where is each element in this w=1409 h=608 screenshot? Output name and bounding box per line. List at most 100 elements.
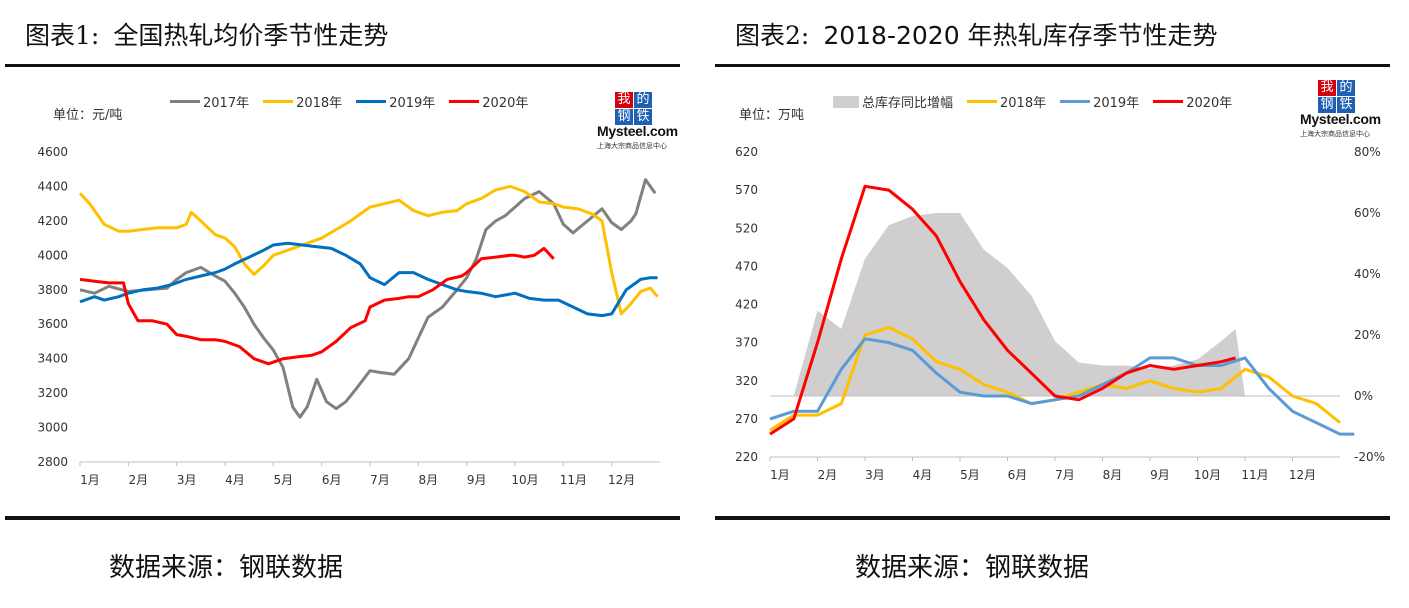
area-series [770, 213, 1245, 396]
y-axis-unit: 单位：元/吨 [53, 108, 123, 123]
y2-tick-label: 20% [1354, 328, 1381, 342]
figure-label: 图表2: [735, 21, 810, 50]
y-tick-label: 4000 [37, 248, 68, 262]
legend-label: 2018年 [296, 96, 343, 111]
figure-1: 图表1: 全国热轧均价季节性走势 单位：元/吨 2017年 2018年 2019年 20… [5, 0, 680, 608]
legend-swatch [833, 95, 859, 108]
figure-title: 图表1: 全国热轧均价季节性走势 [25, 16, 388, 52]
logo-char: 的 [634, 92, 652, 108]
y-axis-ticks: 2800 3000 3200 3400 3600 3800 4000 4200 4400 4600 [37, 145, 68, 469]
legend-label: 2019年 [389, 96, 436, 111]
figure-label: 图表1: [25, 21, 100, 50]
y-tick-label: 3200 [37, 386, 68, 400]
y-tick-label: 3000 [37, 421, 68, 435]
logo-brand: Mysteel.com [597, 123, 678, 139]
legend-label: 总库存同比增幅 [862, 96, 954, 111]
y-tick-label: 3400 [37, 352, 68, 366]
logo-char: 钢 [1318, 97, 1336, 113]
y2-axis-ticks: -20% 0% 20% 40% 60% 80% [1354, 145, 1385, 464]
data-source: 数据来源：钢联数据 [109, 553, 344, 583]
inventory-chart: 220 270 320 370 420 470 520 570 620 -20% 0% 20% 40% 6… [735, 145, 1385, 482]
series-line [79, 178, 657, 419]
logo-badge: 我 的 钢 铁 [615, 92, 655, 126]
figure-title-text: 2018-2020 年热轧库存季节性走势 [823, 21, 1218, 50]
x-axis-ticks: 1月 2月 3月 4月 5月 6月 7月 8月 9月 10月 11月 12月 [769, 457, 1316, 482]
legend-swatch [967, 100, 998, 103]
legend-swatch [263, 100, 294, 103]
legend-label: 2020年 [1186, 96, 1233, 111]
x-tick-label: 7月 [370, 473, 390, 487]
y-tick-label: 4600 [37, 145, 68, 159]
logo-brand: Mysteel.com [1300, 111, 1381, 127]
legend-item: 总库存同比增幅 [833, 92, 953, 111]
y2-tick-label: -20% [1354, 450, 1385, 464]
y-tick-label: 520 [735, 221, 758, 235]
y-tick-label: 470 [735, 259, 758, 273]
legend-item: 2018年 [263, 92, 342, 111]
x-tick-label: 12月 [608, 473, 635, 487]
x-tick-label: 5月 [960, 468, 980, 482]
series-line [769, 184, 1236, 436]
x-tick-label: 6月 [1008, 468, 1028, 482]
x-tick-label: 3月 [177, 473, 197, 487]
x-tick-label: 9月 [467, 473, 487, 487]
y2-tick-label: 60% [1354, 206, 1381, 220]
y-tick-label: 270 [735, 412, 758, 426]
top-rule [5, 64, 680, 67]
legend-item: 2019年 [1060, 92, 1139, 111]
y-axis-ticks: 220 270 320 370 420 470 520 570 620 [735, 145, 758, 464]
y-tick-label: 420 [735, 298, 758, 312]
series-line [79, 246, 555, 366]
x-tick-label: 1月 [80, 473, 100, 487]
figure-title: 图表2: 2018-2020 年热轧库存季节性走势 [735, 16, 1218, 52]
y-tick-label: 570 [735, 183, 758, 197]
legend-item: 2020年 [1153, 92, 1232, 111]
legend-label: 2018年 [1000, 96, 1047, 111]
series-line [78, 184, 659, 316]
x-tick-label: 7月 [1055, 468, 1075, 482]
x-tick-label: 2月 [818, 468, 838, 482]
x-tick-label: 12月 [1289, 468, 1316, 482]
legend-swatch [170, 100, 200, 103]
logo-char: 铁 [1337, 97, 1355, 113]
legend-label: 2020年 [482, 96, 529, 111]
x-tick-label: 10月 [1194, 468, 1221, 482]
x-tick-label: 10月 [511, 473, 538, 487]
x-tick-label: 1月 [770, 468, 790, 482]
y-tick-label: 370 [735, 336, 758, 350]
price-chart: 2800 3000 3200 3400 3600 3800 4000 4200 4400 4600… [37, 145, 660, 487]
figure-2: 图表2: 2018-2020 年热轧库存季节性走势 单位：万吨 总库存同比增幅 20… [715, 0, 1390, 608]
figure-title-text: 全国热轧均价季节性走势 [113, 21, 389, 50]
bottom-rule [715, 516, 1390, 520]
x-tick-label: 6月 [322, 473, 342, 487]
legend-label: 2019年 [1093, 96, 1140, 111]
legend: 总库存同比增幅 2018年 2019年 2020年 [833, 92, 1232, 111]
logo-subtitle: 上海大宗商品信息中心 [1300, 130, 1370, 138]
y-tick-label: 620 [735, 145, 758, 159]
x-tick-label: 4月 [913, 468, 933, 482]
logo-char: 钢 [615, 109, 633, 125]
x-axis-ticks: 1月 2月 3月 4月 5月 6月 7月 8月 9月 10月 11月 12月 [79, 462, 635, 487]
y2-tick-label: 0% [1354, 389, 1373, 403]
y-tick-label: 2800 [37, 455, 68, 469]
logo-char: 铁 [634, 109, 652, 125]
legend-swatch [1060, 100, 1091, 103]
logo-char: 我 [615, 92, 633, 108]
legend-item: 2020年 [449, 92, 528, 111]
y2-tick-label: 40% [1354, 267, 1381, 281]
legend-swatch [356, 100, 387, 103]
mysteel-logo: 我 的 钢 铁 Mysteel.com 上海大宗商品信息中心 [1300, 80, 1381, 142]
y-tick-label: 320 [735, 374, 758, 388]
y-tick-label: 4400 [37, 179, 68, 193]
logo-char: 的 [1337, 80, 1355, 96]
y-tick-label: 4200 [37, 214, 68, 228]
y2-tick-label: 80% [1354, 145, 1381, 159]
legend-item: 2017年 [170, 92, 249, 111]
legend-swatch [1153, 100, 1184, 103]
x-tick-label: 5月 [274, 473, 294, 487]
bottom-rule [5, 516, 680, 520]
x-tick-label: 9月 [1150, 468, 1170, 482]
logo-badge: 我 的 钢 铁 [1318, 80, 1358, 114]
y-tick-label: 220 [735, 450, 758, 464]
legend-swatch [449, 100, 480, 103]
